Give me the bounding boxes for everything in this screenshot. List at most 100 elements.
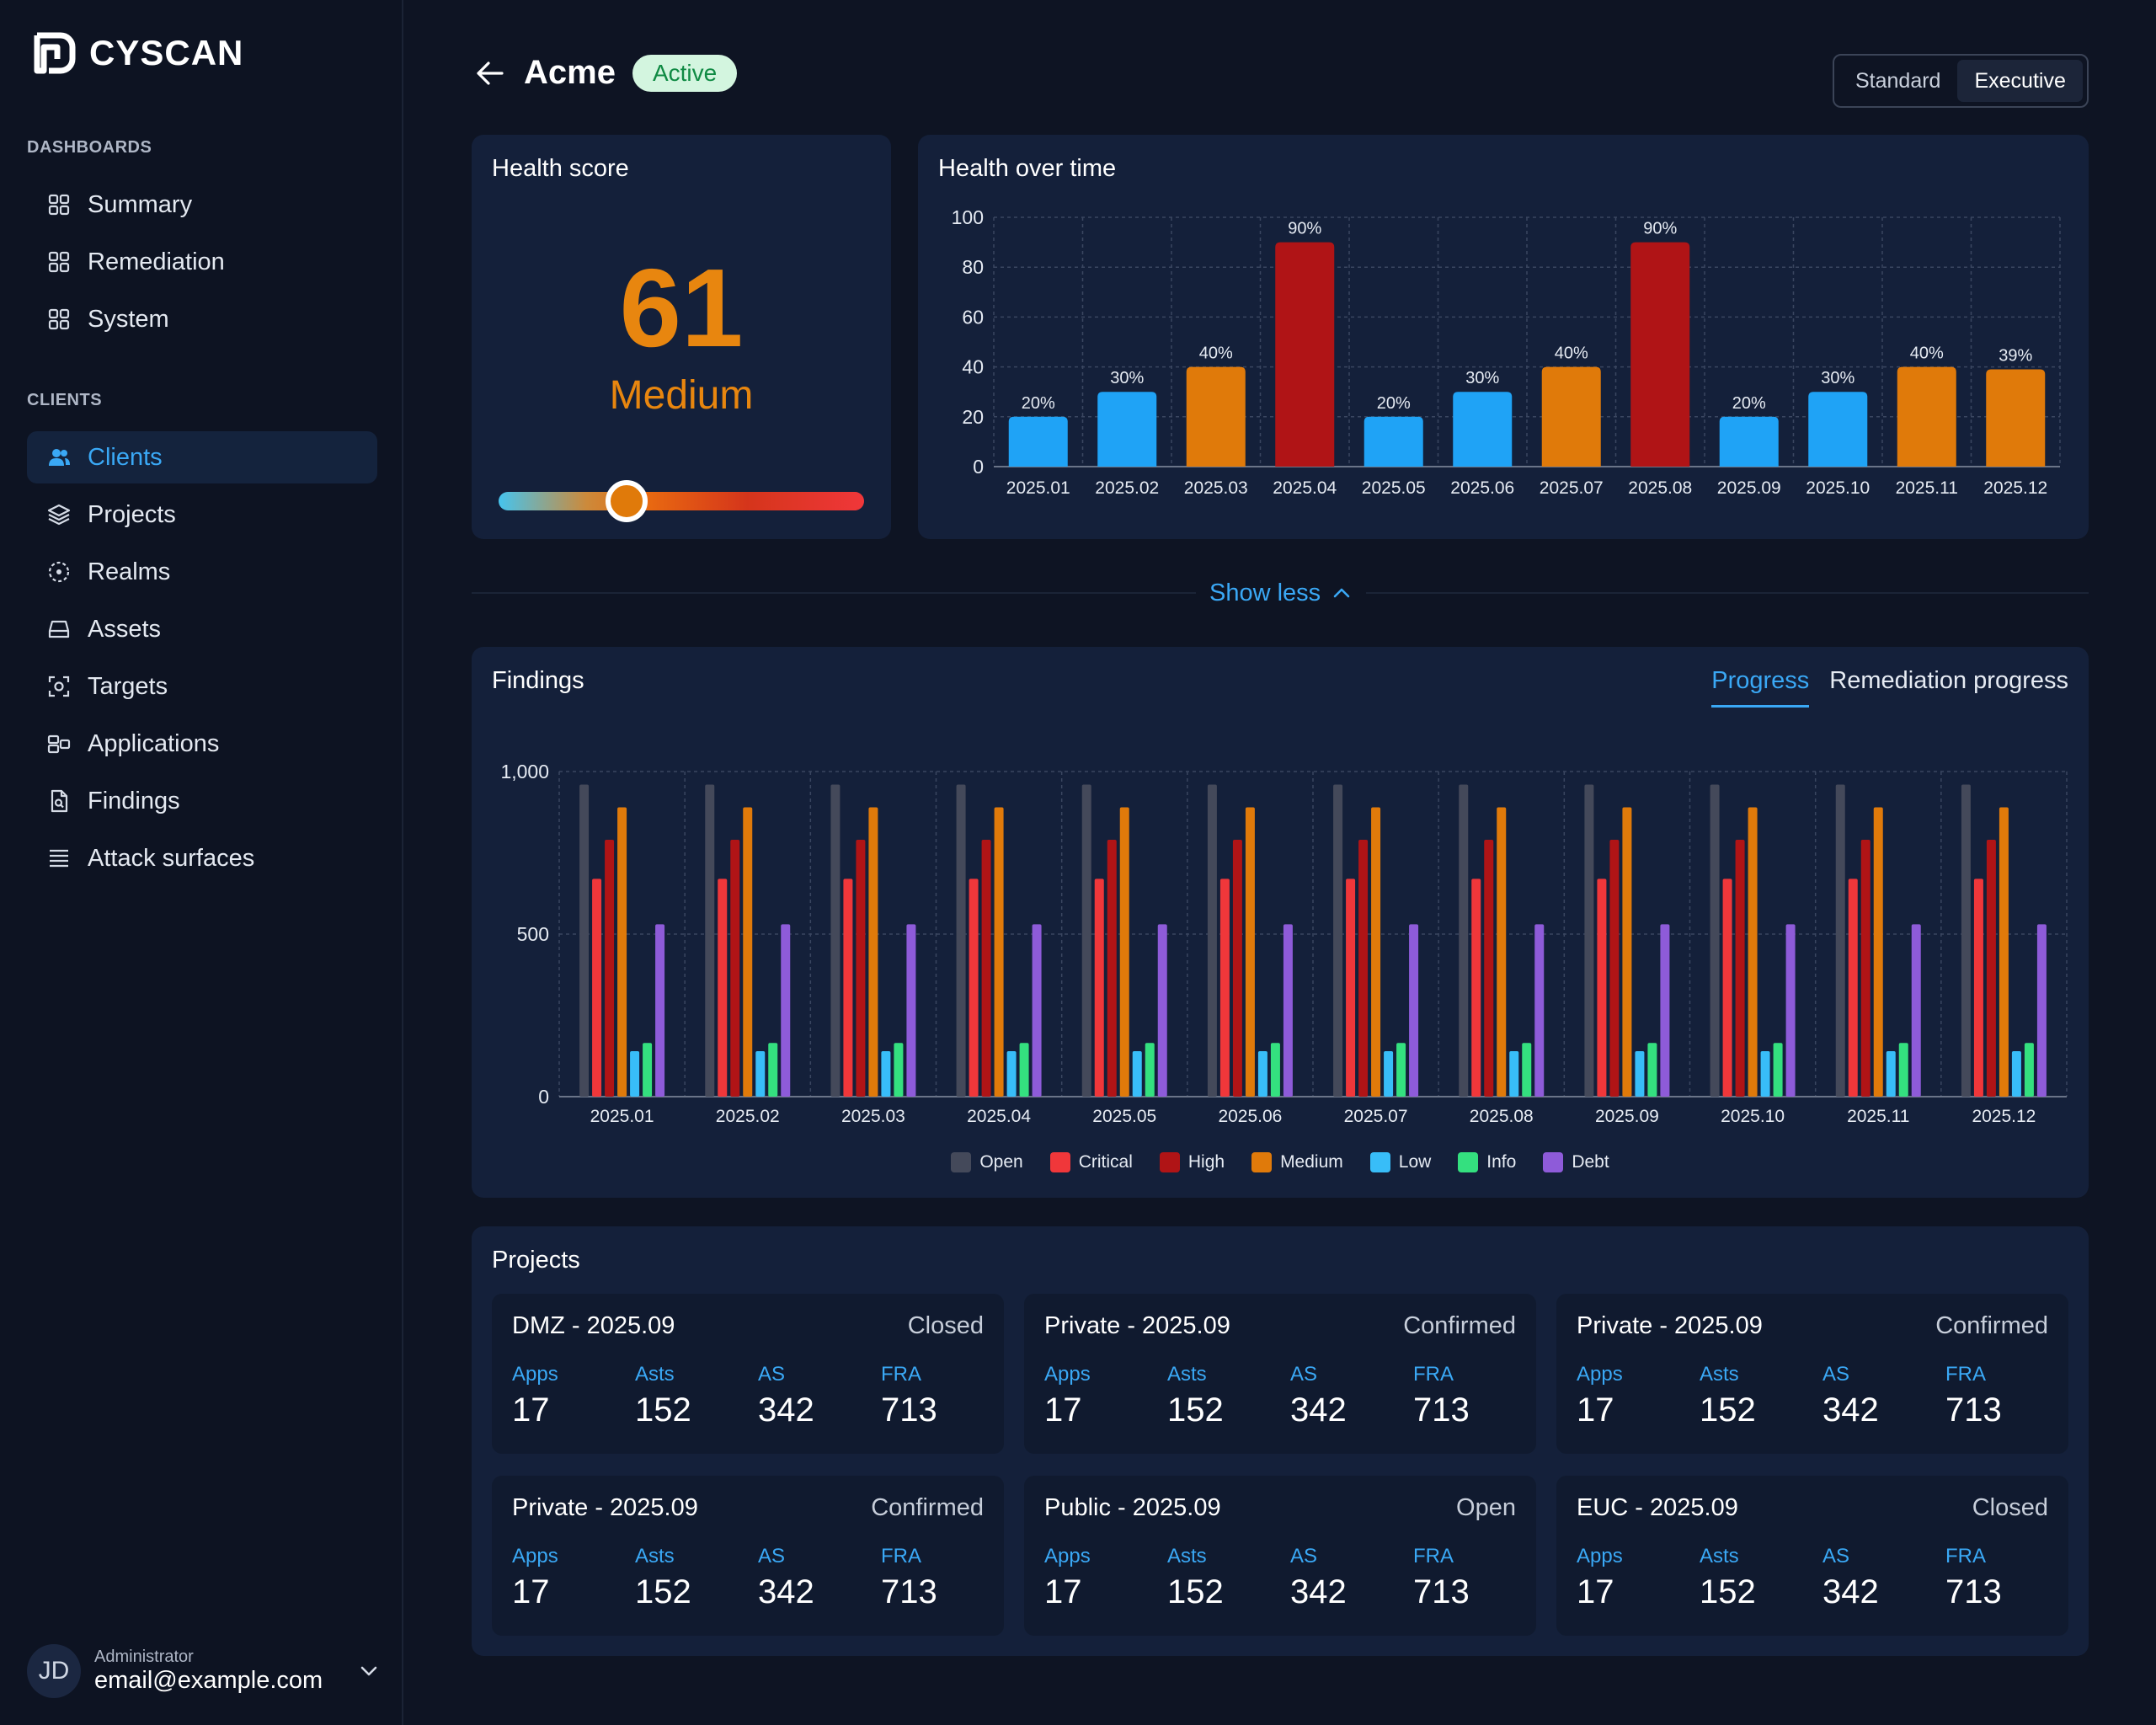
findings-bar-high[interactable] (1232, 840, 1242, 1097)
findings-bar-debt[interactable] (1032, 924, 1042, 1097)
findings-bar-info[interactable] (1647, 1043, 1657, 1097)
findings-bar-low[interactable] (1760, 1050, 1770, 1097)
findings-bar-debt[interactable] (1911, 924, 1921, 1097)
findings-bar-medium[interactable] (1119, 807, 1129, 1097)
findings-bar-medium[interactable] (868, 807, 878, 1097)
findings-bar-critical[interactable] (1848, 879, 1858, 1097)
findings-bar-high[interactable] (1735, 840, 1745, 1097)
findings-bar-open[interactable] (1333, 784, 1343, 1097)
findings-bar-high[interactable] (1860, 840, 1870, 1097)
findings-bar-open[interactable] (1207, 784, 1217, 1097)
findings-bar-low[interactable] (1384, 1050, 1394, 1097)
sidebar-item-projects[interactable]: Projects (27, 489, 377, 541)
findings-bar-high[interactable] (1986, 840, 1996, 1097)
findings-bar-low[interactable] (1635, 1050, 1645, 1097)
sidebar-item-remediation[interactable]: Remediation (27, 236, 377, 288)
findings-bar-open[interactable] (1710, 784, 1720, 1097)
project-card[interactable]: Private - 2025.09 Confirmed Apps 17 Asts 152 A… (492, 1476, 1004, 1636)
project-card[interactable]: Private - 2025.09 Confirmed Apps 17 Asts 152 A… (1556, 1294, 2068, 1454)
findings-bar-info[interactable] (643, 1043, 653, 1097)
findings-bar-critical[interactable] (843, 879, 853, 1097)
health-bar[interactable] (1364, 416, 1423, 467)
project-card[interactable]: EUC - 2025.09 Closed Apps 17 Asts 152 AS 342 FRA… (1556, 1476, 2068, 1636)
findings-bar-open[interactable] (830, 784, 841, 1097)
findings-bar-medium[interactable] (1999, 807, 2009, 1097)
tab-progress[interactable]: Progress (1711, 667, 1810, 708)
health-bar[interactable] (1097, 392, 1157, 467)
findings-bar-open[interactable] (1835, 784, 1845, 1097)
findings-bar-debt[interactable] (906, 924, 916, 1097)
findings-bar-low[interactable] (1509, 1050, 1519, 1097)
findings-bar-debt[interactable] (1534, 924, 1545, 1097)
health-bar[interactable] (1008, 416, 1068, 467)
findings-bar-low[interactable] (1257, 1050, 1267, 1097)
legend-item-info[interactable]: Info (1458, 1152, 1516, 1172)
findings-bar-debt[interactable] (655, 924, 665, 1097)
legend-item-debt[interactable]: Debt (1543, 1152, 1609, 1172)
sidebar-item-summary[interactable]: Summary (27, 179, 377, 231)
findings-bar-critical[interactable] (969, 879, 979, 1097)
sidebar-item-assets[interactable]: Assets (27, 603, 377, 655)
findings-bar-low[interactable] (881, 1050, 891, 1097)
findings-bar-medium[interactable] (1748, 807, 1758, 1097)
findings-bar-info[interactable] (1522, 1043, 1532, 1097)
legend-item-open[interactable]: Open (951, 1152, 1023, 1172)
project-card[interactable]: Private - 2025.09 Confirmed Apps 17 Asts 152 A… (1024, 1294, 1536, 1454)
findings-bar-critical[interactable] (718, 879, 728, 1097)
findings-bar-low[interactable] (630, 1050, 640, 1097)
health-bar[interactable] (1986, 369, 2046, 467)
legend-item-high[interactable]: High (1159, 1152, 1225, 1172)
sidebar-item-system[interactable]: System (27, 293, 377, 345)
findings-bar-critical[interactable] (1722, 879, 1732, 1097)
findings-bar-medium[interactable] (1245, 807, 1255, 1097)
findings-bar-high[interactable] (1484, 840, 1494, 1097)
user-menu[interactable]: JD Administrator email@example.com (27, 1644, 381, 1698)
sidebar-item-attack-surfaces[interactable]: Attack surfaces (27, 832, 377, 884)
health-bar[interactable] (1541, 366, 1601, 467)
findings-bar-medium[interactable] (743, 807, 753, 1097)
findings-bar-info[interactable] (1019, 1043, 1029, 1097)
findings-bar-high[interactable] (605, 840, 615, 1097)
show-less-button[interactable]: Show less (1196, 574, 1367, 611)
view-option-executive[interactable]: Executive (1957, 60, 2083, 102)
sidebar-item-targets[interactable]: Targets (27, 660, 377, 713)
findings-bar-low[interactable] (1132, 1050, 1142, 1097)
findings-bar-open[interactable] (1961, 784, 1971, 1097)
tab-remediation-progress[interactable]: Remediation progress (1829, 667, 2068, 694)
findings-bar-critical[interactable] (1973, 879, 1983, 1097)
findings-bar-open[interactable] (1584, 784, 1594, 1097)
project-card[interactable]: DMZ - 2025.09 Closed Apps 17 Asts 152 AS 342 FRA… (492, 1294, 1004, 1454)
findings-bar-info[interactable] (1145, 1043, 1155, 1097)
health-bar[interactable] (1275, 242, 1335, 467)
findings-bar-critical[interactable] (1094, 879, 1104, 1097)
view-option-standard[interactable]: Standard (1855, 68, 1941, 93)
findings-bar-high[interactable] (856, 840, 866, 1097)
findings-bar-debt[interactable] (781, 924, 791, 1097)
findings-bar-high[interactable] (981, 840, 991, 1097)
findings-bar-medium[interactable] (1622, 807, 1632, 1097)
findings-bar-debt[interactable] (1660, 924, 1670, 1097)
health-bar[interactable] (1630, 242, 1690, 467)
legend-item-low[interactable]: Low (1369, 1152, 1431, 1172)
findings-bar-high[interactable] (1107, 840, 1117, 1097)
health-bar[interactable] (1186, 366, 1246, 467)
project-card[interactable]: Public - 2025.09 Open Apps 17 Asts 152 AS 342 FR… (1024, 1476, 1536, 1636)
findings-bar-medium[interactable] (1371, 807, 1381, 1097)
findings-bar-critical[interactable] (1219, 879, 1230, 1097)
findings-bar-debt[interactable] (1157, 924, 1167, 1097)
findings-bar-low[interactable] (755, 1050, 766, 1097)
findings-bar-debt[interactable] (1409, 924, 1419, 1097)
findings-bar-critical[interactable] (592, 879, 602, 1097)
findings-bar-info[interactable] (768, 1043, 778, 1097)
sidebar-item-clients[interactable]: Clients (27, 431, 377, 483)
chevron-down-icon[interactable] (357, 1659, 381, 1683)
legend-item-critical[interactable]: Critical (1049, 1152, 1133, 1172)
findings-bar-info[interactable] (1270, 1043, 1280, 1097)
findings-bar-open[interactable] (705, 784, 715, 1097)
findings-bar-critical[interactable] (1346, 879, 1356, 1097)
health-bar[interactable] (1808, 392, 1868, 467)
findings-bar-medium[interactable] (617, 807, 627, 1097)
sidebar-item-findings[interactable]: Findings (27, 775, 377, 827)
findings-bar-medium[interactable] (994, 807, 1004, 1097)
findings-bar-debt[interactable] (1283, 924, 1293, 1097)
